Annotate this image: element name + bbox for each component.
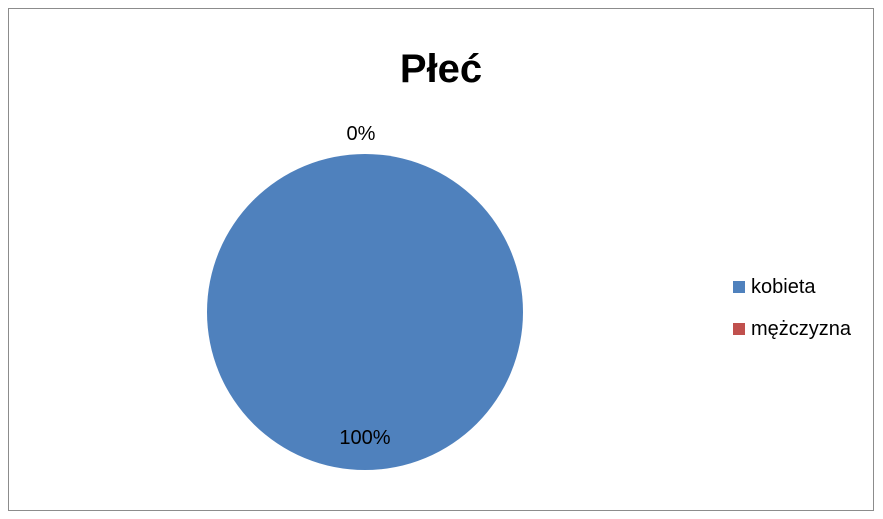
legend-swatch-kobieta — [733, 281, 745, 293]
legend-swatch-mezczyzna — [733, 323, 745, 335]
legend: kobieta mężczyzna — [733, 275, 851, 359]
data-label-m-czyzna: 0% — [347, 123, 376, 145]
chart-title: Płeć — [399, 47, 483, 91]
pie-slice-kobieta — [207, 154, 523, 470]
legend-item-mezczyzna: mężczyzna — [733, 317, 851, 341]
legend-label-kobieta: kobieta — [751, 275, 816, 298]
pie-chart: 100% 0% — [207, 123, 523, 470]
legend-item-kobieta: kobieta — [733, 275, 851, 299]
legend-label-mezczyzna: mężczyzna — [751, 317, 852, 340]
data-label-kobieta: 100% — [339, 427, 390, 449]
chart-frame: Płeć 100% 0% kobieta mężczyzna — [8, 8, 874, 511]
